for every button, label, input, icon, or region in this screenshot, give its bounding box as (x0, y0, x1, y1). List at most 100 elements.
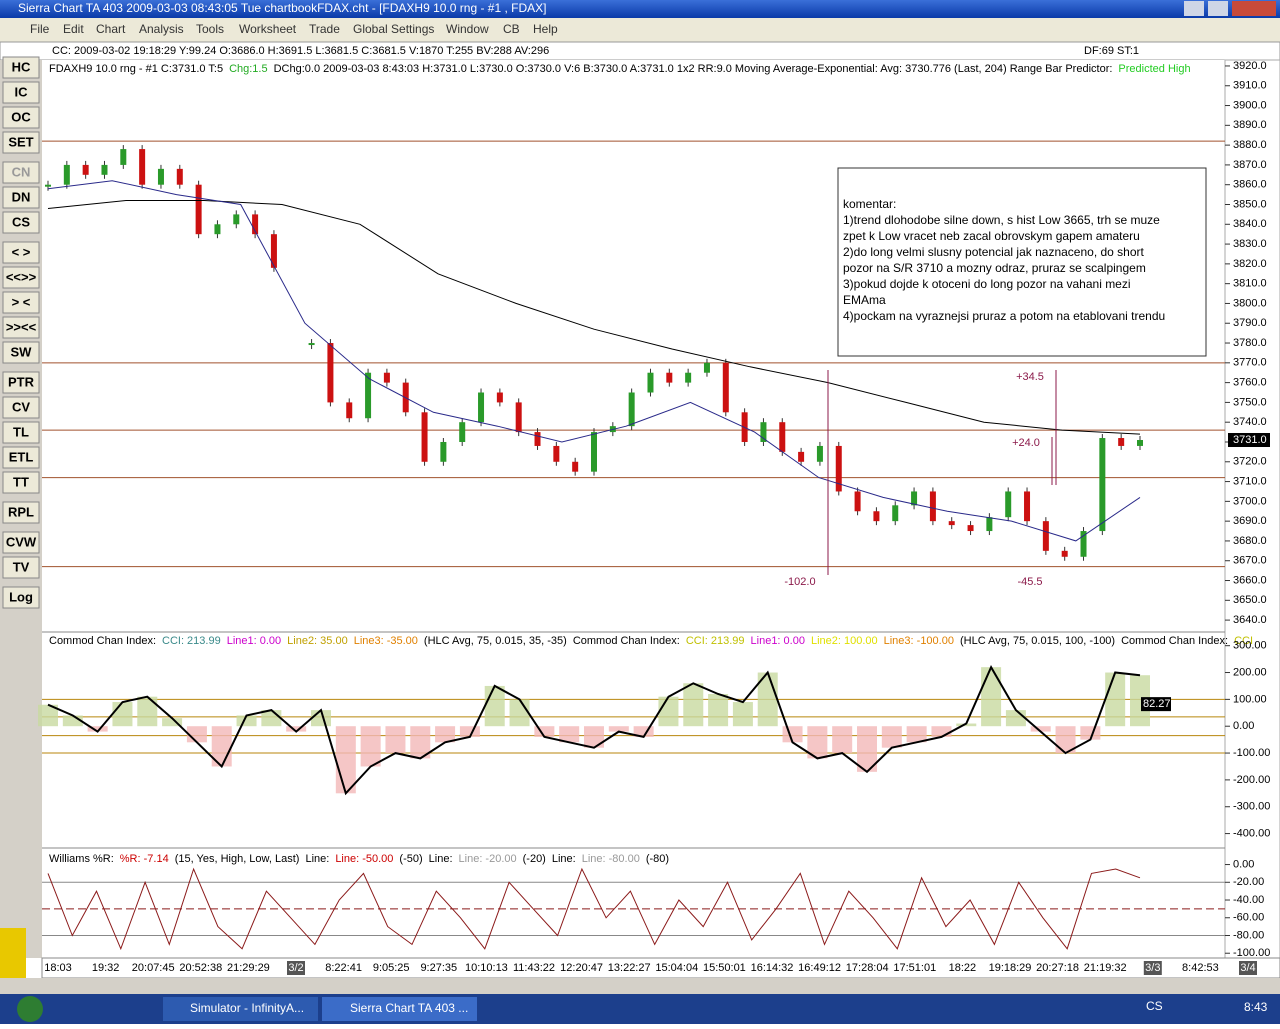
candle (816, 445, 823, 462)
candle (854, 491, 861, 512)
candle (534, 432, 541, 446)
y-tick-label: 3720.0 (1233, 456, 1267, 468)
toolbar-button[interactable] (2, 241, 40, 264)
time-label: 21:29:29 (227, 962, 270, 974)
toolbar-label: TL (13, 424, 29, 439)
toolbar-button[interactable] (2, 106, 40, 129)
candle (101, 164, 108, 175)
toolbar-button[interactable] (2, 371, 40, 394)
menu-item[interactable]: Edit (63, 22, 84, 36)
menu-item[interactable]: Help (533, 22, 558, 36)
toolbar-button[interactable] (2, 291, 40, 314)
task-button[interactable] (163, 997, 318, 1021)
toolbar-button[interactable] (2, 556, 40, 579)
candle (308, 343, 315, 346)
header-text: (15, Yes, High, Low, Last) (175, 853, 300, 865)
y-tick-label: 3690.0 (1233, 515, 1267, 527)
time-label: 13:22:27 (608, 962, 651, 974)
toolbar-button[interactable] (2, 211, 40, 234)
time-label: 16:49:12 (798, 962, 841, 974)
toolbar-button[interactable] (2, 56, 40, 79)
header-text: Commod Chan Index: (573, 635, 680, 647)
y-tick-label: -80.00 (1233, 929, 1264, 941)
y-tick-label: 3650.0 (1233, 594, 1267, 606)
time-label: 16:14:32 (751, 962, 794, 974)
toolbar-button[interactable] (2, 586, 40, 609)
toolbar-button[interactable] (2, 81, 40, 104)
y-tick-label: 3770.0 (1233, 357, 1267, 369)
toolbar-button[interactable] (2, 531, 40, 554)
toolbar-label: > < (12, 294, 31, 309)
time-label: 20:27:18 (1036, 962, 1079, 974)
menu-item[interactable]: Analysis (139, 22, 184, 36)
menu-item[interactable]: Tools (196, 22, 224, 36)
header-text: CCI: 213.99 (686, 635, 745, 647)
toolbar-button[interactable] (2, 186, 40, 209)
candle (628, 392, 635, 427)
candle (647, 372, 654, 393)
y-tick-label: 3920.0 (1233, 60, 1267, 72)
candle (892, 505, 899, 522)
candle (383, 372, 390, 383)
toolbar-label: >><< (6, 319, 37, 334)
menu-item[interactable]: Trade (309, 22, 340, 36)
toolbar-button[interactable] (2, 446, 40, 469)
close[interactable] (1232, 1, 1276, 16)
toolbar-button[interactable] (2, 266, 40, 289)
toolbar-button[interactable] (2, 161, 40, 184)
candle (421, 412, 428, 462)
status-line: CC: 2009-03-02 19:18:29 Y:99.24 O:3686.0… (52, 45, 549, 57)
maximize[interactable] (1208, 1, 1228, 16)
candle (157, 168, 164, 185)
histogram-bar (484, 685, 505, 727)
histogram-bar (1080, 726, 1101, 740)
toolbar-label: PTR (8, 374, 35, 389)
comment-line: 3)pokud dojde k otoceni do long pozor na… (843, 277, 1131, 291)
taskbar-text: Simulator - InfinityA... (190, 1001, 304, 1015)
candle (327, 343, 334, 403)
header-text: Line: -50.00 (335, 853, 393, 865)
histogram-bar (559, 726, 580, 743)
menu-item[interactable]: File (30, 22, 50, 36)
menu-item[interactable]: Window (446, 22, 489, 36)
histogram-bar (931, 726, 952, 737)
toolbar-button[interactable] (2, 501, 40, 524)
y-tick-label: 3830.0 (1233, 238, 1267, 250)
date-marker (287, 961, 305, 975)
toolbar-button[interactable] (2, 421, 40, 444)
histogram-bar (112, 702, 133, 727)
minimize[interactable] (1184, 1, 1204, 16)
start-button[interactable] (17, 996, 43, 1022)
y-tick-label: 3910.0 (1233, 80, 1267, 92)
header-text: Line3: -100.00 (884, 635, 954, 647)
menu-item[interactable]: Worksheet (239, 22, 297, 36)
menu-item[interactable]: Global Settings (353, 22, 434, 36)
toolbar-button[interactable] (2, 316, 40, 339)
header-text: Line: (552, 853, 576, 865)
histogram-bar (410, 726, 431, 759)
histogram-bar (981, 667, 1002, 727)
toolbar-button[interactable] (2, 131, 40, 154)
comment-line: zpet k Low vracet neb zacal obrovskym ga… (843, 229, 1140, 243)
candle (722, 362, 729, 413)
histogram-bar (1055, 726, 1076, 754)
toolbar-button[interactable] (2, 396, 40, 419)
toolbar-button[interactable] (2, 471, 40, 494)
y-tick-label: 3670.0 (1233, 555, 1267, 567)
histogram-bar (534, 726, 555, 737)
task-button[interactable] (322, 997, 477, 1021)
histogram-bar (62, 715, 83, 727)
toolbar-label: TT (13, 474, 29, 489)
histogram-bar (38, 704, 58, 727)
candle (1080, 531, 1087, 557)
toolbar-button[interactable] (2, 341, 40, 364)
annotation: -102.0 (784, 576, 815, 588)
menu-item[interactable]: Chart (96, 22, 126, 36)
line (47, 664, 1141, 796)
y-tick-label: 3750.0 (1233, 396, 1267, 408)
menu-item[interactable]: CB (503, 22, 520, 36)
status-strip (0, 978, 1280, 994)
time-label: 15:04:04 (655, 962, 698, 974)
y-tick-label: 3640.0 (1233, 614, 1267, 626)
candle (195, 184, 202, 235)
